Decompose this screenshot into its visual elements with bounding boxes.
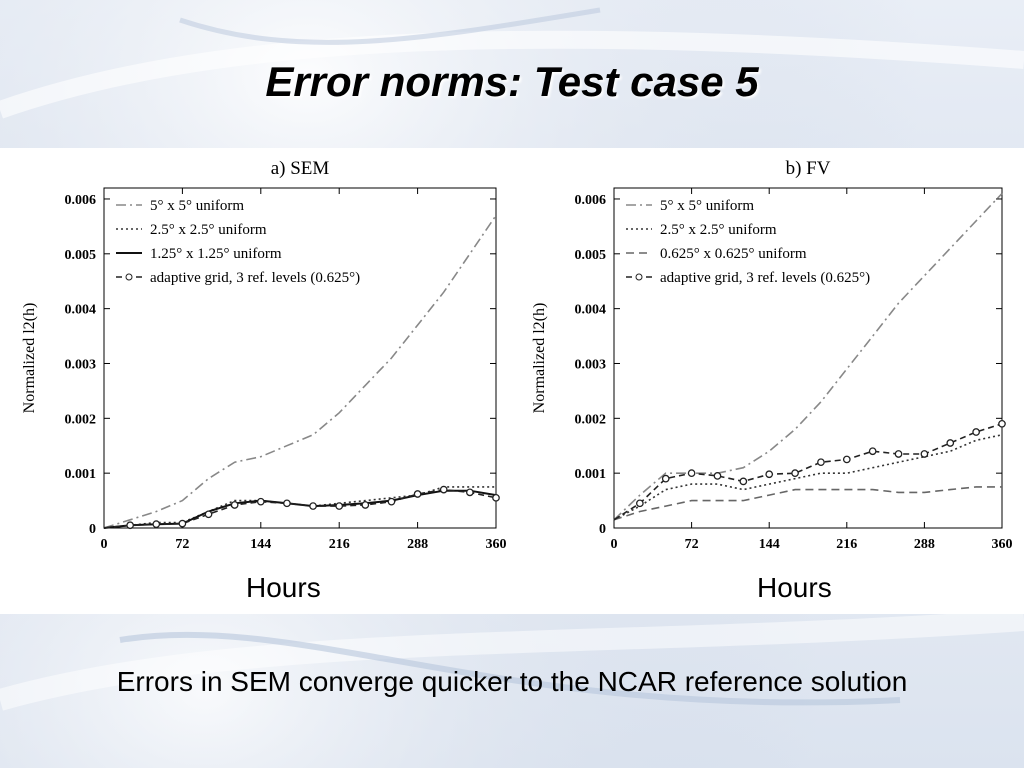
data-point [283, 499, 291, 508]
data-point [636, 499, 644, 508]
data-point [661, 474, 670, 483]
legend-label: 5° x 5° uniform [660, 198, 754, 214]
x-tick-label: 360 [992, 537, 1013, 552]
x-tick-label: 216 [329, 537, 350, 552]
x-tick-label: 0 [611, 537, 618, 552]
x-tick-label: 72 [685, 537, 699, 552]
x-tick-label: 216 [836, 537, 857, 552]
y-tick-label: 0.001 [65, 467, 97, 482]
legend-label: 2.5° x 2.5° uniform [150, 222, 267, 238]
series-line [613, 486, 1002, 521]
y-tick-label: 0.003 [65, 357, 97, 372]
y-tick-label: 0.004 [575, 303, 607, 318]
charts-figure: a) SEM 0 72 144 216 288 360 0 0.001 0.002 0.003 0.0… [21, 158, 1013, 552]
slide-title: Error norms: Test case 5 [265, 58, 759, 105]
data-point [387, 497, 396, 506]
y-tick-label: 0.002 [575, 412, 607, 427]
data-point [230, 501, 239, 509]
series-line [103, 488, 497, 529]
chart-title: a) SEM [271, 158, 330, 179]
x-tick-label: 144 [250, 537, 271, 552]
y-tick-label: 0.004 [65, 303, 97, 318]
x-tick-label: 360 [486, 537, 507, 552]
data-point [126, 521, 134, 530]
x-axis-caption-left: Hours [246, 572, 321, 603]
x-tick-label: 144 [759, 537, 780, 552]
plot-frame [613, 187, 1003, 529]
y-tick-label: 0.006 [65, 193, 97, 208]
data-point [256, 497, 265, 506]
x-axis-caption-right: Hours [757, 572, 832, 603]
x-tick-label: 288 [407, 537, 428, 552]
data-point [309, 502, 317, 510]
y-tick-label: 0.006 [575, 193, 607, 208]
data-point [946, 439, 955, 447]
data-point [791, 469, 799, 478]
data-point [413, 490, 422, 498]
legend-label: adaptive grid, 3 ref. levels (0.625°) [150, 270, 360, 286]
series-line [103, 486, 496, 529]
y-tick-label: 0 [89, 522, 96, 537]
y-axis-label: Normalized l2(h) [531, 303, 548, 414]
y-tick-label: 0.005 [65, 248, 97, 263]
legend-label: 2.5° x 2.5° uniform [660, 222, 777, 238]
plot-frame [103, 187, 497, 529]
x-tick-label: 0 [101, 537, 108, 552]
chart-1: a) SEM 0 72 144 216 288 360 0 0.001 0.002 0.003 0.0… [21, 158, 507, 552]
data-point [204, 510, 213, 519]
series-line [613, 192, 1003, 521]
y-tick-label: 0.005 [575, 248, 607, 263]
data-point [842, 455, 851, 464]
y-tick-label: 0.002 [65, 412, 97, 427]
data-point [739, 477, 748, 486]
data-point [466, 488, 474, 497]
legend-marker [125, 273, 133, 281]
y-tick-label: 0.003 [575, 357, 607, 372]
slide-caption: Errors in SEM converge quicker to the NC… [116, 666, 908, 697]
legend-label: 5° x 5° uniform [150, 198, 244, 214]
data-point [178, 519, 187, 528]
data-point [152, 520, 161, 529]
data-point [439, 485, 448, 494]
y-tick-label: 0.001 [575, 467, 607, 482]
data-point [361, 501, 370, 509]
data-point [868, 447, 877, 456]
series-line [103, 214, 497, 529]
data-point [972, 428, 980, 436]
data-point [335, 502, 344, 510]
x-tick-label: 288 [914, 537, 935, 552]
legend-marker [635, 273, 643, 281]
data-point [765, 470, 774, 479]
data-point [492, 493, 500, 502]
legend-label: adaptive grid, 3 ref. levels (0.625°) [660, 270, 870, 286]
data-point [998, 419, 1006, 428]
data-point [894, 450, 903, 458]
x-tick-label: 72 [175, 537, 189, 552]
data-point [687, 469, 696, 478]
data-point [817, 458, 825, 467]
data-point [920, 450, 929, 458]
legend-label: 0.625° x 0.625° uniform [660, 246, 807, 262]
series-line [613, 434, 1003, 521]
y-tick-label: 0 [599, 522, 606, 537]
legend-label: 1.25° x 1.25° uniform [150, 246, 282, 262]
series-line [613, 423, 1003, 521]
chart-2: b) FV 0 72 144 216 288 360 0 0.001 0.002 0.003 0.00… [531, 158, 1013, 552]
data-point [713, 472, 722, 480]
figure-panel: a) SEM 0 72 144 216 288 360 0 0.001 0.002 0.003 0.0… [0, 148, 1024, 614]
chart-title: b) FV [786, 158, 831, 179]
y-axis-label: Normalized l2(h) [21, 303, 38, 414]
